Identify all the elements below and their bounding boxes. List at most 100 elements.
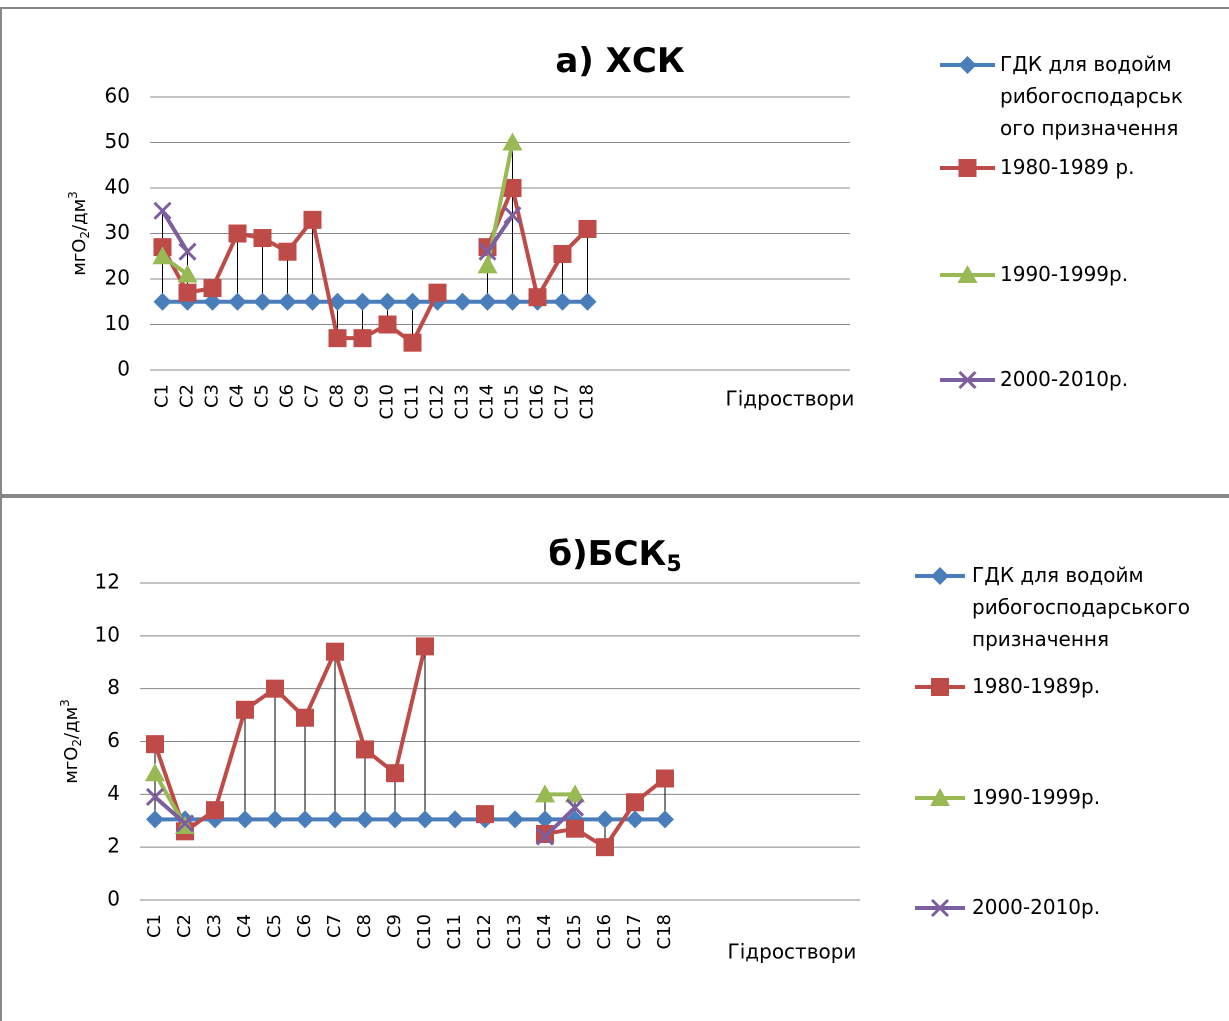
marker [416,810,434,829]
y-tick-label: 2 [107,834,120,858]
marker [565,798,585,817]
legend-marker [931,678,949,696]
marker [328,292,347,311]
x-tick-label: С2 [177,384,198,408]
marker [253,292,272,311]
x-tick-label: С6 [277,384,298,408]
marker [656,810,674,829]
marker [203,292,222,311]
y-tick-label: 6 [107,728,120,752]
marker [536,810,554,829]
marker [326,810,344,829]
marker [146,810,164,829]
x-tick-label: С3 [202,384,223,408]
legend-marker [930,898,950,918]
marker [266,810,284,829]
marker [296,708,314,727]
x-tick-label: С15 [502,384,523,419]
chart-title-text: а) ХСК [555,41,684,81]
x-tick-label: С15 [564,914,585,949]
marker [175,814,195,833]
marker [503,206,522,225]
marker [356,810,374,829]
panel-frame [0,7,1229,496]
marker [303,210,322,229]
x-tick-label: С9 [352,384,373,408]
marker [566,819,584,838]
marker [386,764,404,783]
marker [378,315,397,334]
marker [553,244,572,263]
marker [203,279,222,298]
marker [656,769,674,788]
legend-label: ГДК для водойм рибогосподарського призначе… [972,563,1190,651]
marker [596,810,614,829]
y-tick-label: 40 [105,175,130,199]
x-tick-label: С5 [264,914,285,938]
x-tick-label: С9 [384,914,405,938]
y-label-sup: 3 [66,191,80,199]
marker [152,246,173,265]
x-tick-label: С8 [354,914,375,938]
x-tick-label: С12 [474,914,495,949]
marker [326,642,344,661]
x-tick-label: С16 [594,914,615,949]
marker [403,333,422,352]
y-label-unit: /дм [69,199,90,231]
x-tick-label: С7 [302,384,323,408]
marker [503,292,522,311]
x-tick-label: С16 [527,384,548,419]
marker [428,283,447,302]
y-tick-label: 0 [107,887,120,911]
marker [403,292,422,311]
x-tick-label: С8 [327,384,348,408]
x-tick-label: С14 [477,384,498,419]
y-tick-label: 20 [105,266,130,290]
marker [228,292,247,311]
x-tick-label: С3 [204,914,225,938]
x-tick-label: С17 [552,384,573,419]
x-tick-label: С4 [234,914,255,938]
marker [146,735,164,754]
y-tick-label: 8 [107,675,120,699]
marker [502,132,523,151]
x-tick-label: С7 [324,914,345,938]
marker [578,292,597,311]
marker [153,201,172,220]
panel-frame [0,496,1229,1021]
legend-label: 1980-1989 р. [1000,155,1134,179]
marker [416,637,434,656]
y-label-sub: 2 [78,231,92,239]
y-tick-label: 60 [105,84,130,108]
marker [553,292,572,311]
legend-marker [930,788,950,806]
marker [353,292,372,311]
legend-marker [957,265,978,283]
x-tick-label: С1 [144,914,165,938]
marker [626,810,644,829]
chart-title-subscript: 5 [666,552,681,577]
x-tick-label: С17 [624,914,645,949]
marker [177,264,198,283]
marker [278,292,297,311]
x-tick-label: С18 [577,384,598,419]
marker [296,810,314,829]
chart-title: б)БСК5 [548,534,681,578]
marker [178,242,197,261]
chart-title: а) ХСК [555,41,684,81]
x-tick-label: С11 [444,914,465,949]
y-tick-label: 10 [105,311,130,335]
marker [535,784,555,803]
legend-marker [958,159,977,177]
x-tick-label: С5 [252,384,273,408]
marker [478,242,497,261]
marker [478,292,497,311]
legend-label: ГДК для водойм рибогосподарськ ого признач… [1000,52,1183,140]
marker [476,805,494,824]
y-tick-label: 12 [95,570,120,594]
x-tick-label: С4 [227,384,248,408]
y-tick-label: 50 [105,129,130,153]
marker [356,740,374,759]
marker [477,255,498,274]
